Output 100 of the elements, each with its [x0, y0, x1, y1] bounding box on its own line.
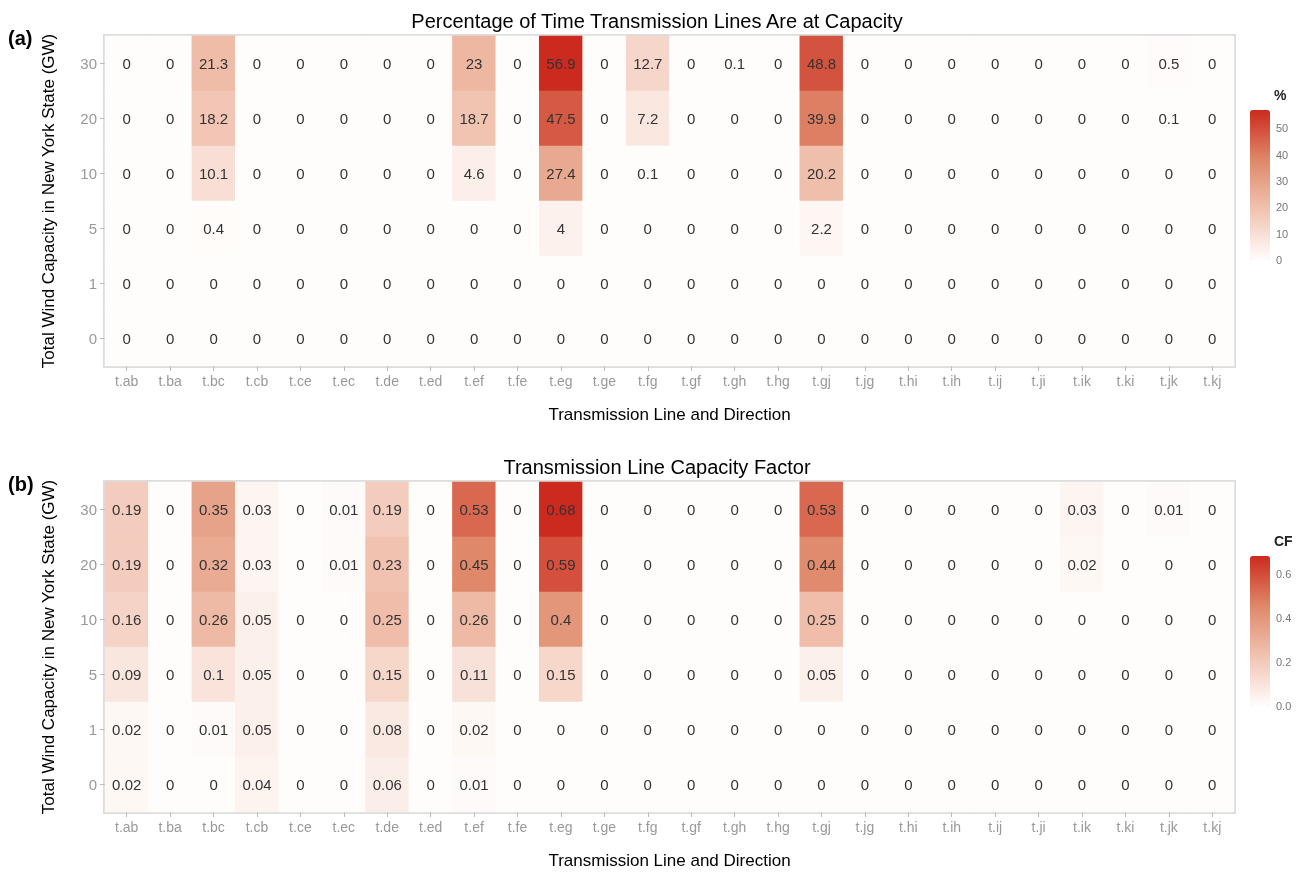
data-label: 0: [730, 165, 739, 182]
data-label: 0: [687, 721, 696, 738]
data-label: 0.02: [459, 721, 489, 738]
x-tick-label: t.bc: [202, 373, 225, 389]
x-tick-label: t.de: [375, 373, 400, 389]
y-tick-label: 5: [88, 220, 97, 237]
data-label: 12.7: [633, 55, 663, 72]
data-label: 0: [730, 721, 739, 738]
data-label: 0: [296, 55, 305, 72]
x-tick-label: t.ef: [464, 373, 484, 389]
data-label: 0.02: [112, 721, 142, 738]
data-label: 0: [860, 776, 870, 793]
data-label: 0.15: [546, 666, 576, 683]
data-label: 18.7: [459, 110, 489, 127]
data-label: 0: [643, 721, 652, 738]
data-label: 0: [383, 330, 392, 347]
data-label: 0: [426, 275, 435, 292]
data-label: 0: [426, 330, 435, 347]
data-label: 0: [165, 721, 175, 738]
data-label: 0: [947, 611, 956, 628]
data-label: 0: [426, 556, 435, 573]
data-label: 0: [1208, 110, 1217, 127]
y-tick-label: 30: [80, 501, 97, 518]
x-tick-label: t.ef: [464, 819, 484, 835]
data-label: 0.35: [198, 501, 229, 518]
color-bar-title: %: [1274, 87, 1287, 103]
data-label: 0: [687, 501, 696, 518]
data-label: 0: [1077, 55, 1087, 72]
text: (a): [8, 27, 33, 49]
data-label: 48.8: [806, 55, 837, 72]
data-label: 0: [383, 165, 392, 182]
data-label: 0.09: [112, 666, 142, 683]
data-label: 0: [165, 110, 175, 127]
data-label: 0: [1034, 556, 1043, 573]
x-tick-label: t.ik: [1073, 373, 1092, 389]
data-label: 0: [991, 275, 1000, 292]
data-label: 0: [730, 330, 739, 347]
data-label: 0: [252, 165, 262, 182]
data-label: 0: [513, 110, 522, 127]
data-label: 0: [209, 330, 218, 347]
data-label: 0: [860, 220, 870, 237]
data-label: 0: [426, 721, 435, 738]
data-label: 0: [1164, 776, 1174, 793]
x-tick-label: t.gj: [812, 819, 831, 835]
data-label: 0: [817, 275, 826, 292]
data-label: 0: [947, 165, 956, 182]
color-bar-label: 0.2: [1276, 655, 1292, 668]
data-label: 0: [1077, 666, 1087, 683]
data-label: 0.53: [806, 501, 837, 518]
data-label: 0: [1121, 165, 1130, 182]
y-tick-label: 1: [88, 721, 97, 738]
data-label: 0: [991, 611, 1000, 628]
data-label: 0: [339, 330, 348, 347]
data-label: 0: [252, 110, 262, 127]
data-label: 0: [991, 165, 1000, 182]
data-label: 0: [1077, 220, 1087, 237]
data-label: 0: [687, 776, 696, 793]
data-label: 0: [904, 330, 913, 347]
data-label: 0: [165, 55, 175, 72]
data-label: 56.9: [546, 55, 576, 72]
data-label: 0.01: [459, 776, 489, 793]
data-label: 0: [773, 776, 783, 793]
data-label: 0: [860, 721, 870, 738]
y-tick-label: 30: [80, 55, 97, 72]
data-label: 0.08: [372, 721, 402, 738]
data-label: 0.01: [329, 501, 359, 518]
x-tick-label: t.eg: [549, 819, 573, 835]
data-label: 0: [773, 666, 783, 683]
data-label: 7.2: [637, 110, 659, 127]
data-label: 0: [122, 165, 131, 182]
data-label: 0: [991, 330, 1000, 347]
x-tick-label: t.hg: [766, 373, 790, 389]
data-label: 0: [1121, 611, 1130, 628]
data-label: 0.16: [112, 611, 142, 628]
data-label: 0: [1164, 721, 1174, 738]
x-tick-label: t.kj: [1203, 373, 1222, 389]
data-label: 0.5: [1158, 55, 1180, 72]
data-label: 0: [1164, 611, 1174, 628]
data-label: 0: [296, 611, 305, 628]
y-axis-title: Total Wind Capacity in New York State (GW): [38, 479, 58, 815]
x-tick-label: t.ih: [942, 373, 962, 389]
y-tick-label: 5: [88, 666, 97, 683]
data-label: 0.32: [198, 556, 229, 573]
data-label: 0: [296, 165, 305, 182]
data-label: 0: [730, 611, 739, 628]
data-label: 0: [1034, 110, 1043, 127]
data-label: 18.2: [198, 110, 229, 127]
data-label: 0: [687, 275, 696, 292]
x-tick-label: t.eg: [549, 373, 573, 389]
data-label: 0: [383, 110, 392, 127]
data-label: 0: [122, 220, 131, 237]
x-tick-label: t.fg: [638, 819, 658, 835]
data-label: 0: [513, 776, 522, 793]
data-label: 0: [860, 55, 870, 72]
data-label: 0: [296, 776, 305, 793]
y-tick-label: 1: [88, 275, 97, 292]
data-label: 0: [730, 666, 739, 683]
x-tick-label: t.gj: [812, 373, 831, 389]
data-label: 0: [296, 275, 305, 292]
data-label: 0: [730, 501, 739, 518]
